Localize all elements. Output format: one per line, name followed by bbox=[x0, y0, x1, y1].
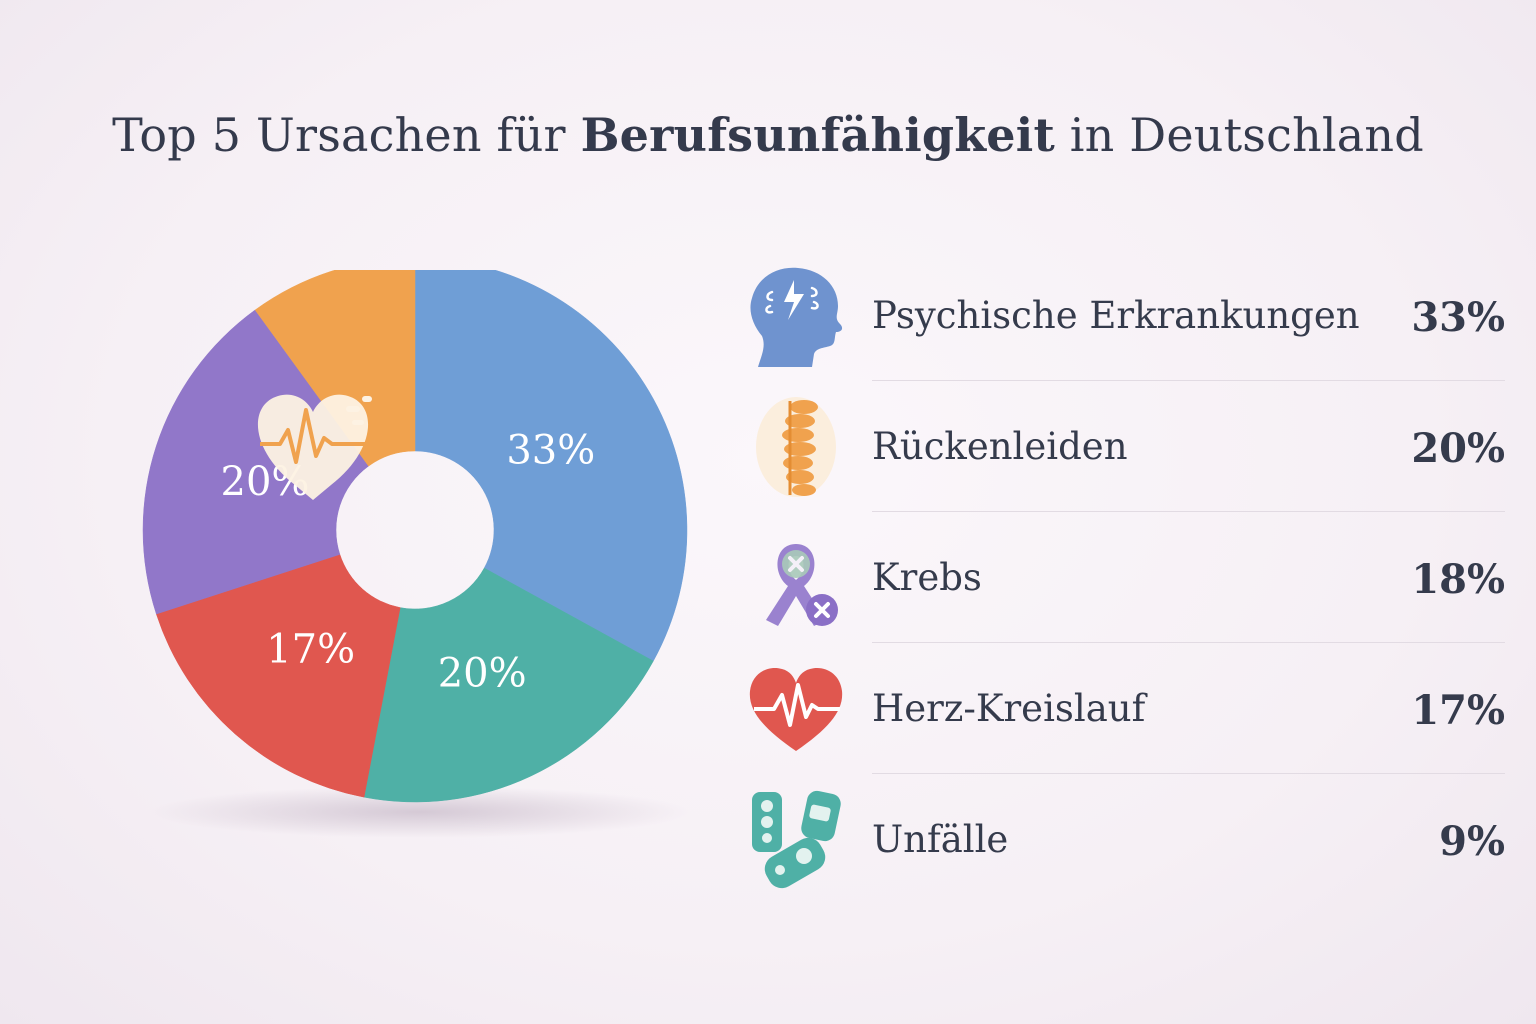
chart-title: Top 5 Ursachen für Berufsunfähigkeit in … bbox=[0, 108, 1536, 162]
legend-label: Rückenleiden bbox=[872, 425, 1128, 468]
donut-shadow bbox=[150, 786, 690, 838]
legend-row: Rückenleiden 20% bbox=[740, 381, 1515, 512]
legend-label: Psychische Erkrankungen bbox=[872, 294, 1360, 337]
heartbeat-icon bbox=[257, 394, 372, 500]
legend-label: Unfälle bbox=[872, 818, 1009, 861]
legend-divider bbox=[872, 773, 1505, 774]
legend-value: 20% bbox=[1411, 425, 1505, 472]
title-part-1: Top 5 Ursachen für bbox=[112, 108, 581, 162]
slice-psychische-erkrankungen bbox=[414, 270, 688, 662]
legend-value: 17% bbox=[1411, 687, 1505, 734]
medical-bandage-icon bbox=[744, 786, 848, 894]
slice-unfälle bbox=[363, 567, 654, 803]
slice-label: 33% bbox=[506, 428, 595, 474]
head-lightning-icon bbox=[744, 262, 848, 370]
legend-value: 18% bbox=[1411, 556, 1505, 603]
donut-chart: 33%20%17%20% bbox=[142, 270, 690, 838]
legend: Psychische Erkrankungen 33% Rückenleiden 20… bbox=[740, 250, 1515, 905]
legend-row: Psychische Erkrankungen 33% bbox=[740, 250, 1515, 381]
cancer-ribbon-icon bbox=[744, 524, 848, 632]
legend-divider bbox=[872, 642, 1505, 643]
legend-value: 9% bbox=[1439, 818, 1505, 865]
legend-label: Herz-Kreislauf bbox=[872, 687, 1146, 730]
legend-row: Unfälle 9% bbox=[740, 774, 1515, 905]
spine-icon bbox=[744, 393, 848, 501]
legend-divider bbox=[872, 511, 1505, 512]
slice-herz-kreislauf bbox=[155, 554, 401, 798]
heartbeat-heart-icon bbox=[744, 655, 848, 763]
legend-value: 33% bbox=[1411, 294, 1505, 341]
slice-label: 20% bbox=[438, 651, 527, 697]
legend-label: Krebs bbox=[872, 556, 982, 599]
legend-row: Krebs 18% bbox=[740, 512, 1515, 643]
slice-rückenleiden bbox=[254, 270, 416, 467]
legend-divider bbox=[872, 380, 1505, 381]
title-part-3: in Deutschland bbox=[1054, 108, 1424, 162]
legend-row: Herz-Kreislauf 17% bbox=[740, 643, 1515, 774]
slice-krebs bbox=[142, 309, 369, 615]
title-part-2: Berufsunfähigkeit bbox=[580, 108, 1055, 162]
slice-label: 17% bbox=[266, 626, 355, 672]
